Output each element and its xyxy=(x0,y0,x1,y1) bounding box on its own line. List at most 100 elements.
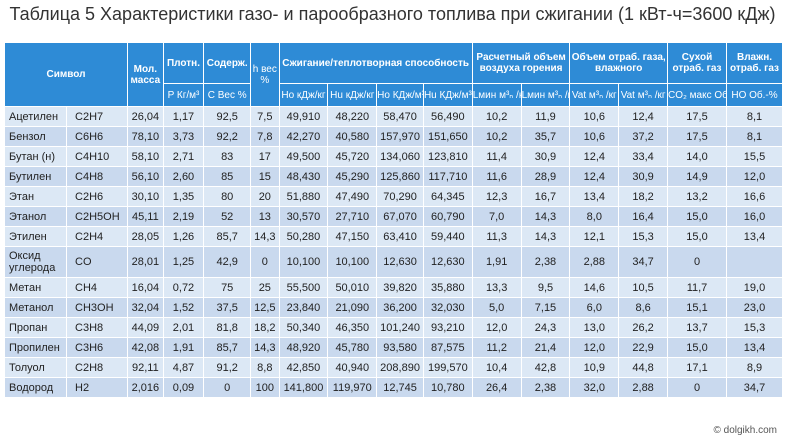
value-cell: 123,810 xyxy=(422,146,473,167)
value-cell: 10,780 xyxy=(422,377,473,398)
value-cell: 25 xyxy=(250,277,280,298)
value-cell: 4,87 xyxy=(162,357,205,378)
value-cell: 2,88 xyxy=(618,377,669,398)
value-cell: 37,5 xyxy=(203,297,252,318)
value-cell: 8,0 xyxy=(569,206,620,227)
value-cell: 81,8 xyxy=(203,317,252,338)
value-cell: 15,5 xyxy=(726,146,783,167)
value-cell: 92,5 xyxy=(203,106,252,127)
value-cell: 14,3 xyxy=(250,226,280,247)
value-cell: 16,4 xyxy=(618,206,669,227)
value-cell: 87,575 xyxy=(422,337,473,358)
formula-cell: H2 xyxy=(66,377,129,398)
fuel-name-cell: Ацетилен xyxy=(3,106,68,127)
fuel-name-cell: Водород xyxy=(3,377,68,398)
value-cell: 1,91 xyxy=(162,337,205,358)
value-cell: 85,7 xyxy=(203,226,252,247)
value-cell: 12,0 xyxy=(569,337,620,358)
value-cell: 10,9 xyxy=(569,357,620,378)
value-cell: 40,580 xyxy=(327,126,378,147)
value-cell: 34,7 xyxy=(726,377,783,398)
value-cell: 30,9 xyxy=(618,166,669,187)
fuel-name-cell: Бутилен xyxy=(3,166,68,187)
value-cell: 15,3 xyxy=(726,317,783,338)
value-cell: 3,73 xyxy=(162,126,205,147)
value-cell: 14,3 xyxy=(520,206,571,227)
unit-lmin-2: Lмин м³ₙ /кг xyxy=(520,83,571,107)
value-cell: 28,05 xyxy=(127,226,164,247)
table-row: Этан C2H6 30,10 1,35 80 20 51,880 47,490 70,290 6… xyxy=(3,186,783,207)
value-cell: 6,0 xyxy=(569,297,620,318)
value-cell: 13,7 xyxy=(667,317,727,338)
formula-cell: CH4 xyxy=(66,277,129,298)
value-cell: 13,4 xyxy=(726,226,783,247)
value-cell: 35,7 xyxy=(520,126,571,147)
value-cell: 101,240 xyxy=(376,317,424,338)
fuel-name-cell: Метан xyxy=(3,277,68,298)
header-h-wt-unit: % xyxy=(260,74,270,86)
table-row: Толуол C2H8 92,11 4,87 91,2 8,8 42,850 40,940 20… xyxy=(3,357,783,378)
fuel-name-cell: Пропилен xyxy=(3,337,68,358)
value-cell: 70,290 xyxy=(376,186,424,207)
fuel-name-cell: Пропан xyxy=(3,317,68,338)
value-cell: 7,8 xyxy=(250,126,280,147)
value-cell: 58,10 xyxy=(127,146,164,167)
value-cell: 1,25 xyxy=(162,246,205,278)
unit-h2o: HO Об.-% xyxy=(726,83,783,107)
value-cell: 119,970 xyxy=(327,377,378,398)
value-cell: 19,0 xyxy=(726,277,783,298)
value-cell: 0 xyxy=(667,377,727,398)
table-row: Ацетилен C2H7 26,04 1,17 92,5 7,5 49,910 48,220… xyxy=(3,106,783,127)
value-cell: 34,7 xyxy=(618,246,669,278)
value-cell: 2,71 xyxy=(162,146,205,167)
value-cell: 52 xyxy=(203,206,252,227)
value-cell: 18,2 xyxy=(250,317,280,338)
value-cell: 22,9 xyxy=(618,337,669,358)
formula-cell: C2H7 xyxy=(66,106,129,127)
value-cell: 50,010 xyxy=(327,277,378,298)
value-cell: 37,2 xyxy=(618,126,669,147)
fuel-name-cell: Бутан (н) xyxy=(3,146,68,167)
value-cell: 12,5 xyxy=(250,297,280,318)
value-cell: 60,790 xyxy=(422,206,473,227)
table-row: Бутан (н) C4H10 58,10 2,71 83 17 49,500 45,720 1… xyxy=(3,146,783,167)
value-cell: 125,860 xyxy=(376,166,424,187)
value-cell: 93,210 xyxy=(422,317,473,338)
value-cell: 91,2 xyxy=(203,357,252,378)
value-cell: 14,3 xyxy=(250,337,280,358)
table-row: Этанол C2H5OH 45,11 2,19 52 13 30,570 27,710 67,… xyxy=(3,206,783,227)
value-cell: 75 xyxy=(203,277,252,298)
value-cell: 0 xyxy=(667,246,727,278)
watermark: © dolgikh.com xyxy=(713,425,777,436)
value-cell: 10,100 xyxy=(278,246,329,278)
unit-hu-kg: Hu кДж/кг xyxy=(327,83,378,107)
value-cell: 26,4 xyxy=(471,377,522,398)
fuel-name-cell: Оксид углерода xyxy=(3,246,68,278)
unit-vat-2: Vat м³ₙ /кг xyxy=(618,83,669,107)
value-cell: 7,15 xyxy=(520,297,571,318)
value-cell: 92,11 xyxy=(127,357,164,378)
value-cell: 12,745 xyxy=(376,377,424,398)
value-cell: 10,4 xyxy=(471,357,522,378)
value-cell: 15,0 xyxy=(667,226,727,247)
value-cell: 1,26 xyxy=(162,226,205,247)
value-cell: 16,7 xyxy=(520,186,571,207)
value-cell: 2,19 xyxy=(162,206,205,227)
fuel-name-cell: Этанол xyxy=(3,206,68,227)
value-cell: 92,2 xyxy=(203,126,252,147)
value-cell: 12,4 xyxy=(618,106,669,127)
value-cell: 117,710 xyxy=(422,166,473,187)
value-cell: 16,0 xyxy=(726,206,783,227)
formula-cell: C3H6 xyxy=(66,337,129,358)
value-cell: 8,6 xyxy=(618,297,669,318)
table-row: Метанол CH3OH 32,04 1,52 37,5 12,5 23,840 21,09… xyxy=(3,297,783,318)
value-cell: 56,10 xyxy=(127,166,164,187)
header-wet-flue: Влажн. отраб. газ xyxy=(726,42,783,84)
value-cell: 14,9 xyxy=(667,166,727,187)
value-cell: 15,0 xyxy=(667,337,727,358)
fuel-name-cell: Толуол xyxy=(3,357,68,378)
value-cell: 17,5 xyxy=(667,126,727,147)
value-cell: 208,890 xyxy=(376,357,424,378)
value-cell: 0 xyxy=(250,246,280,278)
value-cell: 12,630 xyxy=(422,246,473,278)
